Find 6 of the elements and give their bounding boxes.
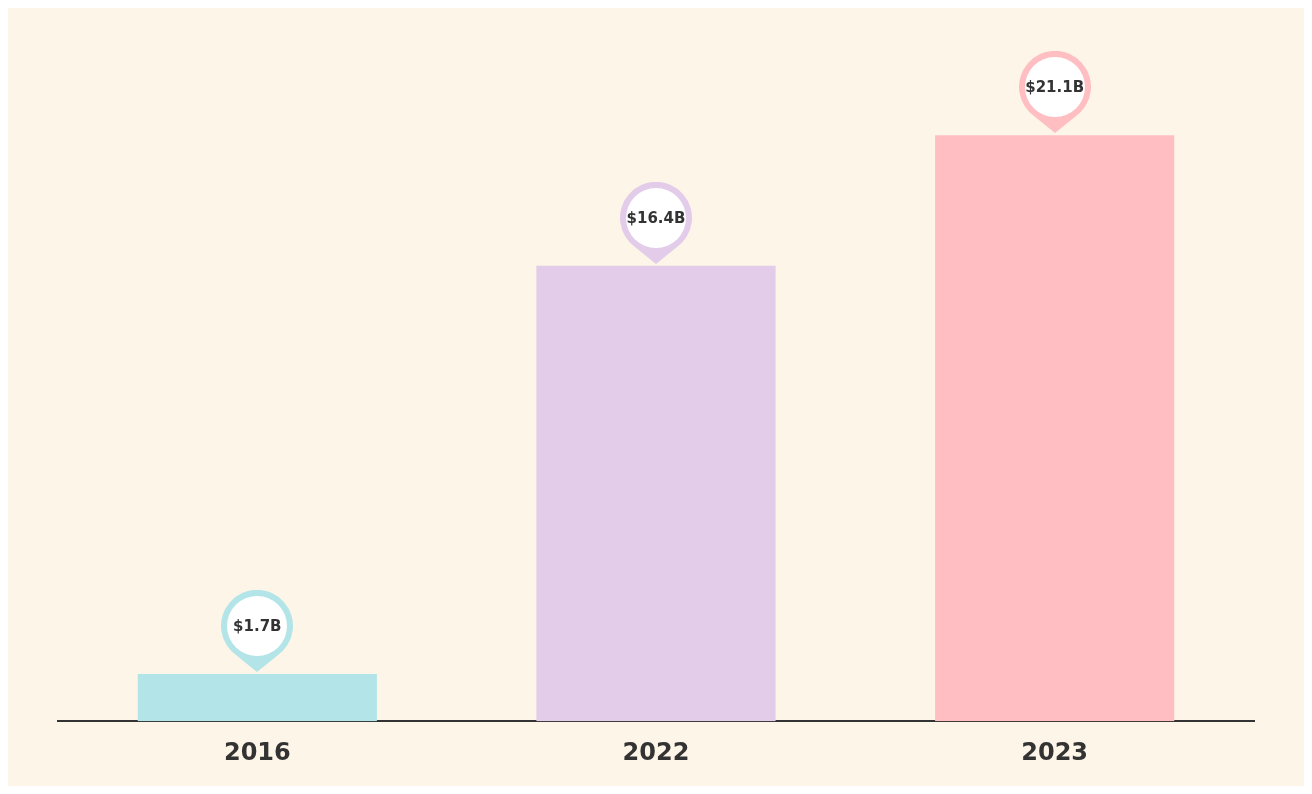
data-label: $1.7B [233,616,282,635]
x-tick-label: 2016 [223,737,291,766]
data-label: $21.1B [1025,78,1085,97]
x-tick-label: 2022 [622,737,690,766]
x-tick-label: 2023 [1021,737,1089,766]
data-label: $16.4B [626,208,686,227]
